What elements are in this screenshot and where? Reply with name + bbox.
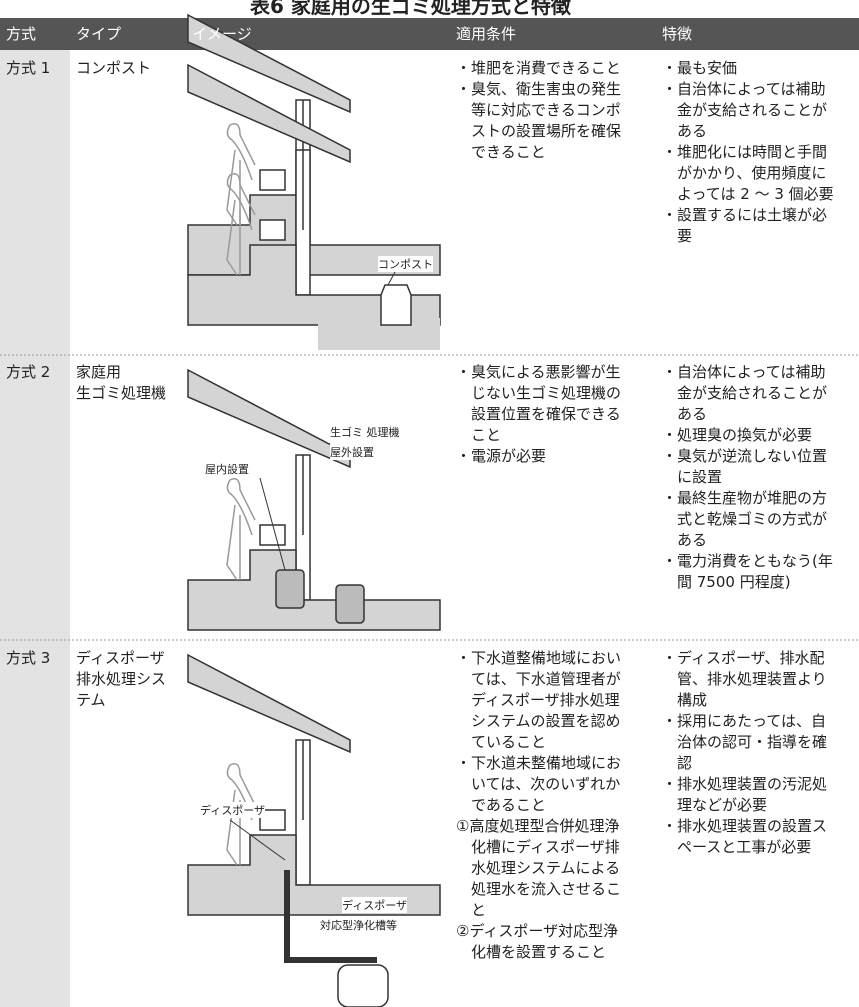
condition-line: ②ディスポーザ対応型浄 [456,922,619,940]
feature-line: ・堆肥化には時間と手間 [662,143,828,161]
type-line: コンポスト [76,59,152,77]
condition-line: ・下水道整備地域におい [456,649,622,667]
outdoor-unit [335,584,365,624]
image-label: 屋内設置 [205,461,249,477]
header-cell: 特徴 [662,25,693,43]
condition-line: であること [456,796,546,814]
condition-line: ・堆肥を消費できること [456,59,621,77]
condition-line: 設置位置を確保できる [456,405,621,423]
feature-line: ・自治体によっては補助 [662,80,826,98]
table-title: 表6 家庭用の生ゴミ処理方式と特徴 [250,0,571,18]
compost-bin [380,284,412,326]
image-label: 生ゴミ 処理機 [330,424,400,440]
pointer [229,819,286,861]
header-cell: 適用条件 [456,25,517,43]
row2-illustration [187,369,441,631]
method: 方式 3 [6,649,51,667]
method: 方式 2 [6,363,51,381]
feature-line: ・ディスポーザ、排水配 [662,649,825,667]
feature-line: ・臭気が逆流しない位置 [662,447,828,465]
condition-line: ストの設置場所を確保 [456,122,622,140]
ground [318,318,440,350]
condition-line: と [456,901,487,919]
image-label: ディスポーザ [342,897,408,913]
header-cell: タイプ [76,25,122,43]
condition-line: ・臭気による悪影響が生 [456,363,621,381]
condition-line: 等に対応できるコンポ [456,101,621,119]
feature-line: 治体の認可・指導を確 [662,733,828,751]
type-line: 生ゴミ処理機 [76,384,167,402]
feature-line: 理などが必要 [662,796,768,814]
row3-illustration [187,654,441,1007]
feature-line: ・設置するには土壌が必 [662,206,828,224]
pipe [284,870,377,963]
feature-line: 金が支給されることが [662,384,828,402]
feature-line: 構成 [662,691,708,709]
feature-line: ある [662,122,708,140]
condition-line: ては、下水道管理者が [456,670,621,688]
feature-line: 式と乾燥ゴミの方式が [662,510,828,528]
feature-line: ・採用にあたっては、自 [662,712,826,730]
feature-line: ・最終生産物が堆肥の方 [662,489,828,507]
feature-line: に設置 [662,468,723,486]
feature-line: 認 [662,754,693,772]
tank [337,964,389,1007]
image-label: ディスポーザ [200,802,266,818]
pointer [387,271,396,286]
condition-line: ①高度処理型合併処理浄 [456,817,620,835]
method: 方式 1 [6,59,51,77]
condition-line: システムの設置を認め [456,712,621,730]
feature-line: ・電力消費をともなう(年 [662,552,833,570]
condition-line: じない生ゴミ処理機の [456,384,622,402]
feature-line: がかかり、使用頻度に [662,164,827,182]
condition-line: こと [456,426,502,444]
feature-line: ある [662,531,708,549]
row1-illustration [187,64,441,350]
type-line: テム [76,691,106,709]
type-line: ディスポーザ [76,649,165,667]
condition-line: ・臭気、衛生害虫の発生 [456,80,622,98]
condition-line: 処理水を流入させるこ [456,880,622,898]
feature-line: 金が支給されることが [662,101,828,119]
condition-line: 化槽を設置すること [456,943,607,961]
feature-line: ・処理臭の換気が必要 [662,426,813,444]
feature-line: 間 7500 円程度) [662,573,791,591]
image-label: 屋外設置 [330,444,374,460]
feature-line: よっては 2 ～ 3 個必要 [662,185,834,203]
feature-line: ペースと工事が必要 [662,838,812,856]
condition-line: ディスポーザ排水処理 [456,691,620,709]
condition-line: 水処理システムによる [456,859,621,877]
indoor-unit [275,569,305,609]
feature-line: 要 [662,227,693,245]
feature-line: ・排水処理装置の汚泥処 [662,775,828,793]
condition-line: ていること [456,733,547,751]
condition-line: いては、次のいずれか [456,775,621,793]
condition-line: できること [456,143,546,161]
feature-line: 管、排水処理装置より [662,670,827,688]
feature-line: ・最も安価 [662,59,738,77]
type-line: 家庭用 [76,363,122,381]
feature-line: ・排水処理装置の設置ス [662,817,828,835]
header-bg [0,18,859,50]
condition-line: ・下水道未整備地域にお [456,754,622,772]
condition-line: ・電源が必要 [456,447,547,465]
type-line: 排水処理シス [76,670,167,688]
feature-line: ある [662,405,708,423]
image-label: コンポスト [378,256,433,272]
header-cell: イメージ [192,25,252,43]
image-label: 対応型浄化槽等 [320,917,397,933]
header-cell: 方式 [6,25,37,43]
feature-line: ・自治体によっては補助 [662,363,826,381]
condition-line: 化槽にディスポーザ排 [456,838,620,856]
first-col-bg [0,50,70,1007]
pointer [259,477,286,571]
